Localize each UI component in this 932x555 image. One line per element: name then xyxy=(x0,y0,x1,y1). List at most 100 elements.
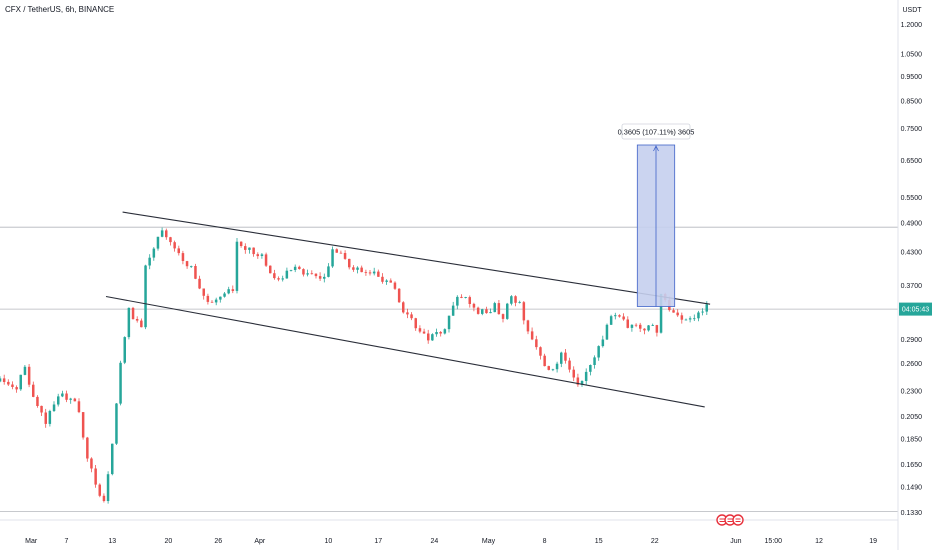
trend-lines[interactable] xyxy=(105,211,711,408)
candle[interactable] xyxy=(360,267,363,273)
candle[interactable] xyxy=(501,314,505,319)
candle[interactable] xyxy=(489,312,492,314)
candle[interactable] xyxy=(693,318,696,320)
candle[interactable] xyxy=(202,288,206,296)
candle[interactable] xyxy=(102,495,106,501)
candle[interactable] xyxy=(618,315,621,317)
candle[interactable] xyxy=(672,310,675,313)
candle[interactable] xyxy=(639,324,642,329)
candle[interactable] xyxy=(227,289,230,294)
candle[interactable] xyxy=(385,280,388,282)
candle[interactable] xyxy=(27,366,31,385)
candle[interactable] xyxy=(223,293,226,297)
measure-tool[interactable]: 0.3605 (107.11%) 3605 xyxy=(618,123,695,307)
candle[interactable] xyxy=(431,334,434,341)
candle[interactable] xyxy=(86,437,89,459)
candle[interactable] xyxy=(260,254,264,256)
candle[interactable] xyxy=(252,247,255,255)
candle[interactable] xyxy=(593,357,596,365)
candle[interactable] xyxy=(485,309,488,314)
current-price-badge[interactable] xyxy=(899,302,932,316)
candle[interactable] xyxy=(219,296,222,300)
candle[interactable] xyxy=(352,267,355,270)
candle[interactable] xyxy=(377,271,380,277)
candle[interactable] xyxy=(165,230,168,238)
candle[interactable] xyxy=(244,246,247,250)
candle[interactable] xyxy=(343,253,347,259)
candle[interactable] xyxy=(73,398,77,402)
candle[interactable] xyxy=(372,271,376,274)
candle[interactable] xyxy=(235,241,239,291)
candle[interactable] xyxy=(190,266,193,267)
candle[interactable] xyxy=(439,332,442,334)
candle[interactable] xyxy=(106,474,110,501)
price-axis[interactable]: USDT 1.2000 1.0500 0.9500 0.8500 0.7500 0.6500… xyxy=(899,7,932,517)
candle[interactable] xyxy=(323,276,326,279)
candle[interactable] xyxy=(580,381,584,385)
candle[interactable] xyxy=(427,333,430,341)
candle[interactable] xyxy=(127,307,131,338)
candle[interactable] xyxy=(609,316,613,325)
candle[interactable] xyxy=(90,458,93,469)
candle[interactable] xyxy=(115,403,118,444)
candle[interactable] xyxy=(402,302,405,313)
candle[interactable] xyxy=(518,302,521,303)
candle[interactable] xyxy=(655,325,659,333)
candle[interactable] xyxy=(2,378,6,382)
candle[interactable] xyxy=(697,312,700,319)
candle[interactable] xyxy=(614,315,617,317)
candle[interactable] xyxy=(543,355,546,367)
candle[interactable] xyxy=(572,369,576,378)
candle[interactable] xyxy=(15,387,18,390)
candle[interactable] xyxy=(680,315,684,320)
candle[interactable] xyxy=(651,325,655,326)
candle[interactable] xyxy=(277,278,280,280)
candle[interactable] xyxy=(302,269,305,275)
candle[interactable] xyxy=(119,362,122,404)
candle[interactable] xyxy=(339,252,343,254)
candle[interactable] xyxy=(273,273,276,279)
candle[interactable] xyxy=(468,297,472,304)
candle[interactable] xyxy=(169,237,172,243)
candle[interactable] xyxy=(269,265,272,274)
candle[interactable] xyxy=(298,266,301,269)
candle[interactable] xyxy=(447,315,451,330)
candle[interactable] xyxy=(356,267,359,270)
candle[interactable] xyxy=(560,352,563,364)
candle[interactable] xyxy=(626,319,630,328)
candle[interactable] xyxy=(140,320,143,328)
candle[interactable] xyxy=(61,393,64,397)
candle[interactable] xyxy=(318,276,322,279)
candle[interactable] xyxy=(281,278,285,280)
candle[interactable] xyxy=(630,324,634,328)
candle[interactable] xyxy=(476,307,480,314)
candle[interactable] xyxy=(32,384,35,397)
candle[interactable] xyxy=(535,339,538,348)
candle[interactable] xyxy=(464,297,467,298)
candle[interactable] xyxy=(605,324,609,340)
candle[interactable] xyxy=(589,365,592,372)
candle[interactable] xyxy=(705,304,709,312)
candle[interactable] xyxy=(123,337,127,363)
candle[interactable] xyxy=(214,299,218,303)
candle[interactable] xyxy=(364,272,368,273)
candle[interactable] xyxy=(52,404,56,412)
candle[interactable] xyxy=(306,273,309,275)
candle[interactable] xyxy=(555,363,559,370)
candle[interactable] xyxy=(526,320,530,332)
candle[interactable] xyxy=(551,369,555,371)
candle[interactable] xyxy=(48,411,52,424)
candle[interactable] xyxy=(443,329,447,334)
candle[interactable] xyxy=(111,443,114,475)
candle[interactable] xyxy=(506,303,509,319)
candle[interactable] xyxy=(206,295,210,302)
candle[interactable] xyxy=(493,303,497,313)
time-axis[interactable]: Mar 7 13 20 26 Apr 10 17 24 May 8 15 22 Jun 15:00 12 19 xyxy=(25,538,877,545)
candle[interactable] xyxy=(348,258,351,268)
candle[interactable] xyxy=(368,272,372,274)
candle[interactable] xyxy=(481,309,484,314)
candle[interactable] xyxy=(7,381,10,385)
candle[interactable] xyxy=(676,312,679,316)
